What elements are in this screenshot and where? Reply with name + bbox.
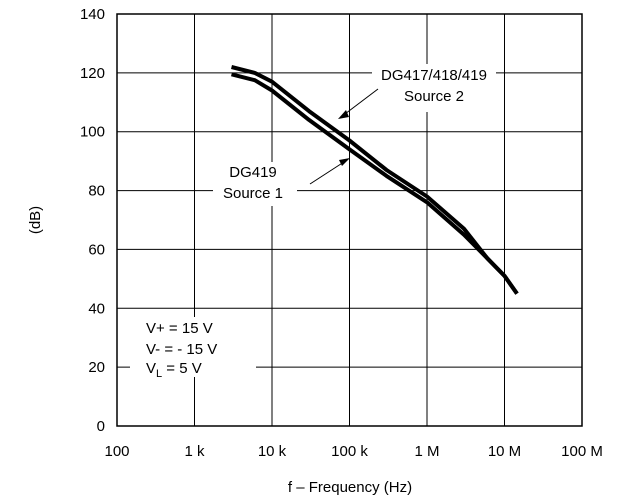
y-tick-label: 140 [80, 6, 105, 23]
condition-vminus: V- = - 15 V [146, 341, 217, 358]
y-tick-label: 100 [80, 124, 105, 141]
x-tick-label: 1 k [184, 443, 205, 460]
y-tick-label: 0 [97, 418, 105, 435]
condition-vl-subscript: L [156, 368, 162, 380]
annotation-source-2-leader [340, 88, 379, 118]
x-tick-label: 100 M [561, 443, 603, 460]
y-tick-label: 60 [88, 241, 105, 258]
annotation-source-2-arrowhead [338, 110, 349, 119]
annotation-source-1-leader [309, 159, 348, 185]
x-tick-label: 1 M [414, 443, 439, 460]
x-axis-title: f – Frequency (Hz) [288, 479, 412, 496]
series-line-source-1 [231, 72, 519, 295]
y-tick-label: 20 [88, 359, 105, 376]
test-conditions: V+ = 15 V V- = - 15 V VL = 5 V [130, 317, 256, 380]
condition-vl-symbol: V [146, 360, 156, 377]
x-tick-label: 10 M [488, 443, 521, 460]
x-tick-label: 10 k [258, 443, 287, 460]
y-tick-label: 120 [80, 65, 105, 82]
annotation-source-2: DG417/418/419 Source 2 [338, 64, 496, 119]
y-tick-labels: 0 20 40 60 80 100 120 140 [80, 6, 105, 435]
y-axis-title: (dB) [27, 206, 44, 234]
y-tick-label: 40 [88, 300, 105, 317]
annotation-source-1-line-2: Source 1 [223, 185, 283, 202]
annotation-source-2-line-1: DG417/418/419 [381, 67, 487, 84]
annotation-source-2-line-2: Source 2 [404, 88, 464, 105]
x-tick-label: 100 k [331, 443, 368, 460]
annotation-source-1: DG419 Source 1 [213, 158, 350, 206]
annotation-source-1-arrowhead [339, 158, 350, 166]
x-tick-labels: 100 1 k 10 k 100 k 1 M 10 M 100 M [104, 443, 602, 460]
series-layer [231, 65, 519, 295]
annotation-source-2-box [372, 64, 496, 112]
annotation-source-1-box [213, 162, 297, 206]
x-tick-label: 100 [104, 443, 129, 460]
plot-frame [116, 13, 583, 427]
y-tick-label: 80 [88, 183, 105, 200]
annotation-source-1-line-1: DG419 [229, 164, 277, 181]
condition-vplus: V+ = 15 V [146, 320, 213, 337]
test-conditions-box [130, 317, 256, 377]
condition-vl: VL = 5 V [146, 360, 202, 380]
condition-vl-value: = 5 V [162, 360, 202, 377]
